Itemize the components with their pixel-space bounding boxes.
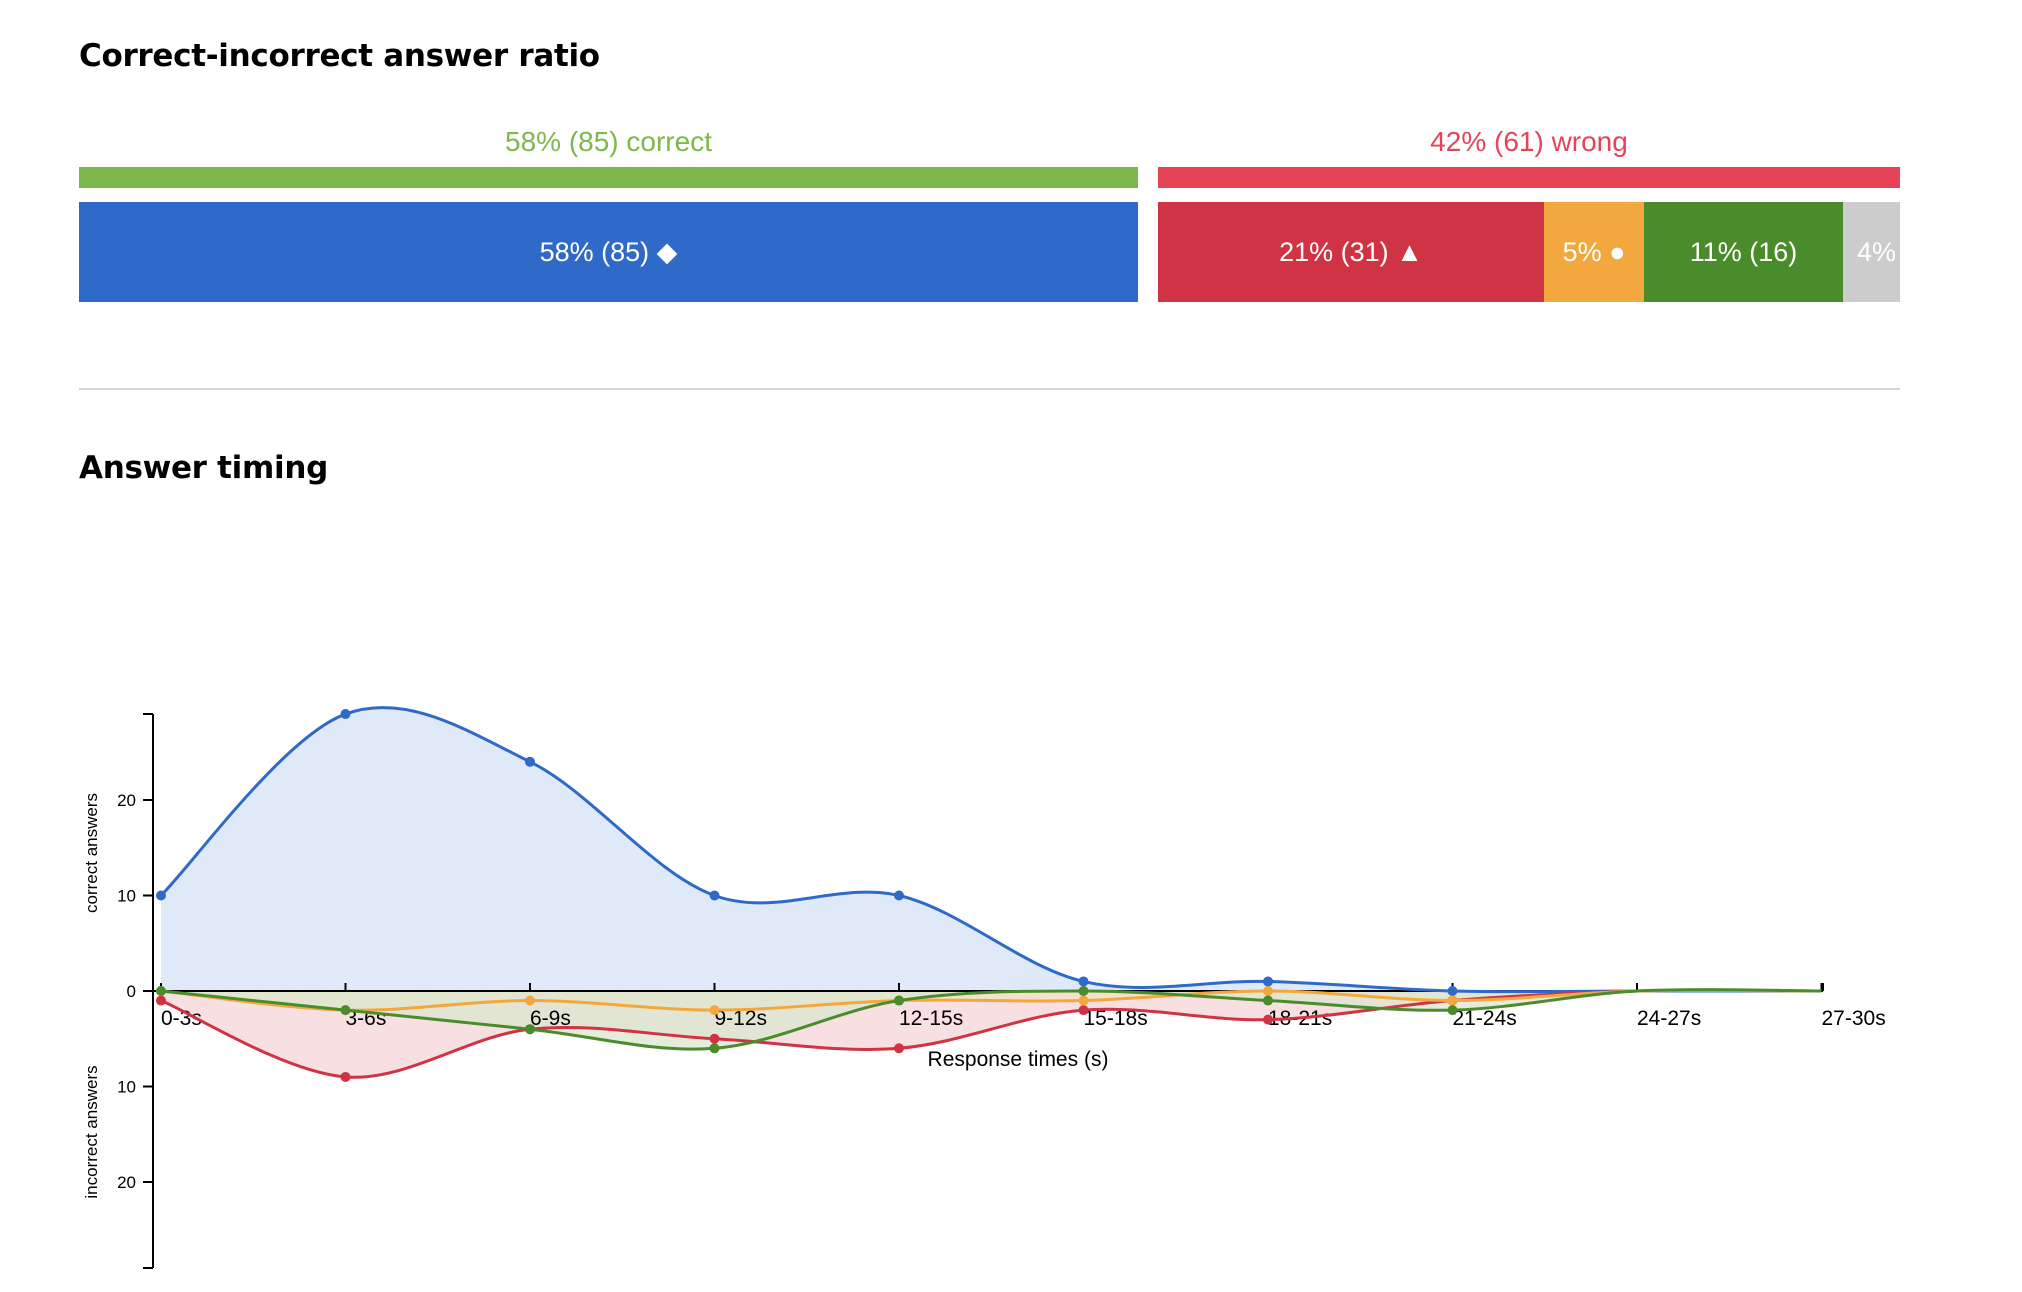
segment-wrong-orange[interactable]: 5% ●: [1544, 202, 1644, 302]
x-tick-label: 9-12s: [715, 1007, 768, 1030]
series-0-point: [894, 890, 904, 901]
x-tick-label: 24-27s: [1637, 1007, 1701, 1030]
segment-wrong-red[interactable]: 21% (31) ▲: [1158, 202, 1544, 302]
correct-caption: 58% (85) correct: [505, 126, 712, 157]
series-2-point: [1263, 986, 1273, 996]
x-tick-label: 27-30s: [1822, 1007, 1886, 1030]
timing-title: Answer timing: [79, 450, 328, 486]
series-2-point: [1447, 995, 1458, 1006]
y-tick-label-top: 10: [117, 887, 136, 906]
series-3-point: [340, 1005, 351, 1016]
x-tick-label: 12-15s: [899, 1007, 963, 1030]
ratio-title: Correct-incorrect answer ratio: [79, 38, 600, 74]
series-3-point: [156, 986, 166, 996]
series-0-point: [156, 890, 166, 901]
y-tick-label-bottom: 20: [117, 1173, 136, 1192]
x-axis-title: Response times (s): [928, 1048, 1109, 1071]
segment-correct[interactable]: 58% (85) ◆: [79, 202, 1138, 302]
correct-summary-bar: [79, 167, 1138, 188]
x-tick-label: 21-24s: [1453, 1007, 1517, 1030]
wrong-caption: 42% (61) wrong: [1430, 126, 1628, 157]
y-axis-label-correct: correct answers: [82, 793, 101, 913]
series-0-line: [159, 706, 1822, 994]
series-3-line: [160, 988, 1822, 1051]
series-3-point: [1078, 986, 1089, 996]
wrong-summary-bar: [1158, 167, 1900, 188]
series-1-point: [1263, 1014, 1273, 1025]
series-0-point: [1447, 986, 1458, 996]
series-2-point: [525, 995, 535, 1006]
series-0-point: [709, 890, 720, 901]
segment-wrong-grey[interactable]: 4%: [1843, 202, 1900, 302]
series-1-point: [1078, 1005, 1089, 1016]
series-1-point: [709, 1033, 720, 1044]
series-0-point: [1263, 976, 1273, 987]
x-tick-label: 0-3s: [161, 1007, 202, 1030]
series-2-line: [160, 988, 1822, 1012]
series-1-point: [894, 1043, 904, 1054]
series-0-point: [1078, 976, 1089, 987]
series-3-point: [1263, 995, 1273, 1006]
series-1-point: [340, 1071, 351, 1082]
series-1-line: [160, 988, 1822, 1079]
series-1-point: [156, 995, 166, 1006]
section-divider: [79, 388, 1900, 390]
series-0-point: [525, 756, 535, 767]
y-tick-label-bottom: 10: [117, 1078, 136, 1097]
x-tick-label: 6-9s: [530, 1007, 571, 1030]
series-3-point: [709, 1043, 720, 1054]
y-axis-label-incorrect: incorrect answers: [82, 1065, 101, 1198]
series-3-point: [894, 995, 904, 1006]
series-2-point: [1078, 995, 1089, 1006]
series-3-point: [1447, 1005, 1458, 1016]
x-tick-label: 15-18s: [1084, 1007, 1148, 1030]
y-tick-label-top: 20: [117, 791, 136, 810]
y-tick-label-top: 0: [127, 982, 136, 1001]
series-2-point: [709, 1005, 720, 1016]
segment-wrong-green[interactable]: 11% (16): [1644, 202, 1843, 302]
series-0-area: [161, 707, 1822, 992]
series-3-point: [525, 1024, 535, 1035]
series-0-point: [340, 709, 351, 720]
